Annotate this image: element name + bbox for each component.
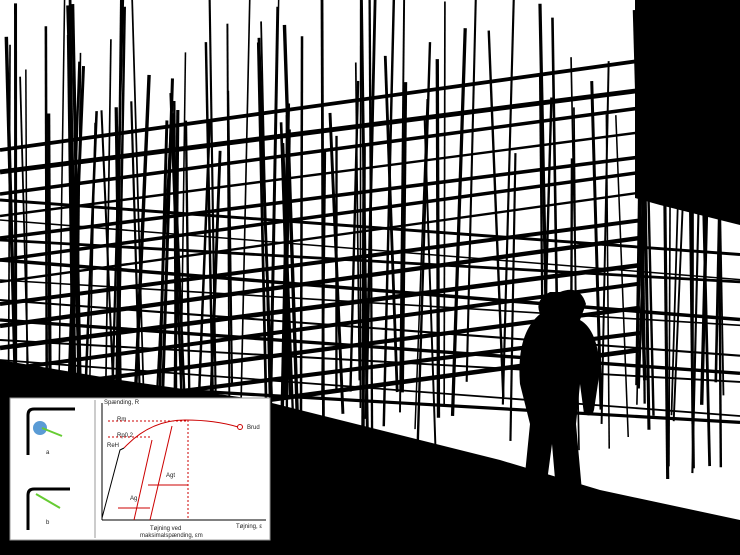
- rebar: [443, 1, 446, 406]
- force: [41, 427, 63, 437]
- rebar: [171, 113, 187, 411]
- rebar: [71, 4, 82, 382]
- rebar: [416, 42, 432, 444]
- break-label: Brud: [247, 425, 260, 431]
- offset-line: [133, 439, 153, 521]
- rebar: [208, 0, 218, 426]
- rebar: [320, 0, 326, 478]
- level-label: ReH: [107, 443, 119, 449]
- building-block: [635, 0, 740, 225]
- bend-label: b: [46, 520, 50, 526]
- rebar: [0, 258, 740, 322]
- rebar: [173, 110, 180, 444]
- stress-curve: [123, 419, 239, 449]
- rebar: [0, 131, 641, 218]
- x-marker-label: maksimalspænding, εm: [140, 533, 203, 539]
- rebar: [509, 153, 517, 441]
- rebar: [0, 235, 641, 329]
- bend-label: a: [46, 450, 50, 456]
- elastic-line: [101, 447, 125, 519]
- rebar: [114, 0, 123, 439]
- bend-a: [26, 407, 75, 455]
- rebar: [0, 279, 740, 327]
- rebar: [268, 6, 279, 417]
- rebar: [0, 58, 641, 152]
- rebar: [0, 262, 641, 351]
- rebar: [239, 0, 251, 449]
- inset-diagram: a b Spænding, R Tøjning, ε Tøjning ved m…: [9, 397, 271, 541]
- rebar: [605, 114, 611, 449]
- rebar: [0, 219, 740, 281]
- rebar: [279, 122, 292, 398]
- inset-frame: [9, 397, 271, 541]
- mandrel: [33, 421, 47, 435]
- worker-silhouette: [519, 289, 600, 514]
- rebar: [282, 24, 299, 412]
- offset-line: [149, 425, 173, 521]
- rebar: [0, 155, 641, 240]
- rebar: [383, 55, 399, 393]
- level-label: Rp0,2: [117, 433, 134, 439]
- rebar: [270, 0, 280, 432]
- rebar: [0, 318, 740, 375]
- y-axis-label: Spænding, R: [104, 400, 140, 406]
- rebar: [257, 37, 273, 396]
- rebar: [0, 87, 641, 175]
- break-point: [237, 424, 243, 430]
- rebar: [0, 281, 641, 372]
- rebar: [4, 36, 18, 412]
- strain-label: Agt: [166, 473, 175, 479]
- x-marker-label: Tøjning ved: [150, 526, 181, 532]
- level-label: Rm: [117, 417, 126, 423]
- strain-label: Ag: [130, 496, 137, 502]
- force: [35, 493, 61, 509]
- rebar: [0, 198, 740, 256]
- rebar: [0, 218, 641, 306]
- bend-b: [26, 487, 70, 530]
- rebar: [0, 339, 740, 383]
- rebar: [423, 118, 438, 477]
- rebar: [58, 0, 66, 399]
- rebar: [501, 0, 515, 405]
- rebar: [0, 359, 740, 417]
- rebar: [0, 238, 740, 284]
- x-axis-label: Tøjning, ε: [236, 524, 262, 530]
- rebar: [465, 0, 477, 382]
- rebar-silhouette: [0, 0, 740, 480]
- rebar: [0, 106, 641, 196]
- rebar: [0, 298, 740, 357]
